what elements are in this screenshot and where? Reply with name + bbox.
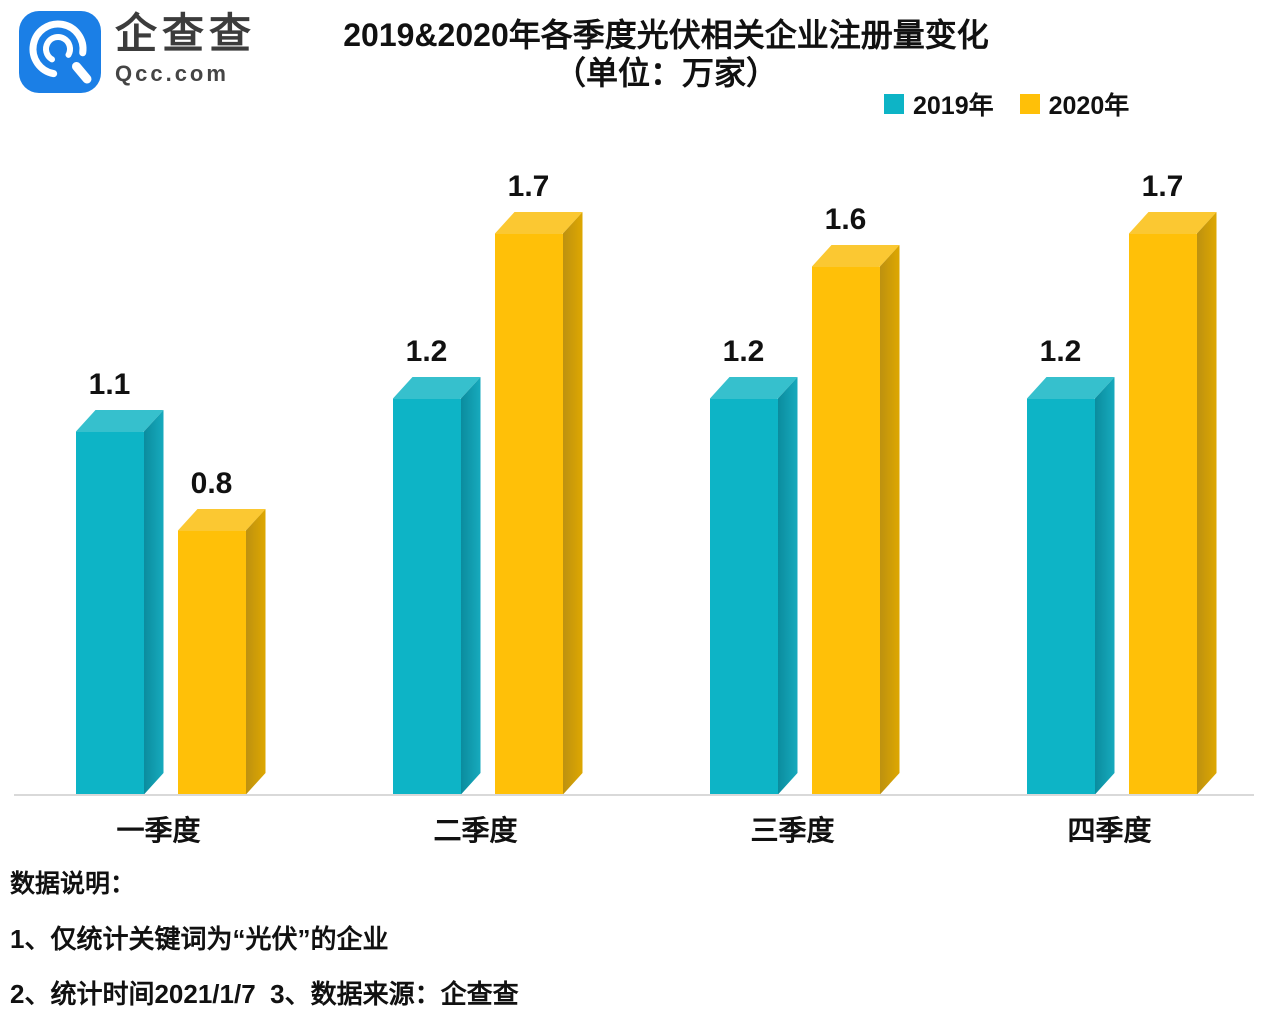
x-axis: 一季度 二季度 三季度 四季度 bbox=[0, 809, 1268, 849]
bar-value-label: 1.6 bbox=[824, 203, 867, 236]
bar-value-label: 0.8 bbox=[190, 467, 233, 500]
bar-top-face bbox=[811, 245, 900, 267]
bar-value-label: 1.2 bbox=[1039, 335, 1082, 368]
bar-top-face bbox=[1026, 377, 1115, 399]
footnotes: 数据说明： 1、仅统计关键词为“光伏”的企业 2、统计时间2021/1/7 3、… bbox=[10, 864, 519, 1029]
qcc-logo: 企查查 Qcc.com bbox=[18, 10, 256, 94]
category-slot-3: 1.2 1.6 bbox=[634, 140, 951, 795]
footnote-1: 1、仅统计关键词为“光伏”的企业 bbox=[10, 924, 389, 954]
bar-top-face bbox=[392, 377, 481, 399]
bar-group: 1.2 1.6 bbox=[709, 203, 900, 795]
bar-front-face bbox=[1026, 399, 1095, 795]
bar-group: 1.2 1.7 bbox=[392, 170, 583, 795]
bar-2020年-一季度: 0.8 bbox=[177, 467, 266, 795]
bar-2020年-三季度: 1.6 bbox=[811, 203, 900, 795]
x-axis-line bbox=[14, 794, 1254, 796]
chart-title-block: 2019&2020年各季度光伏相关企业注册量变化 （单位：万家） bbox=[0, 16, 1268, 93]
bar-side-face bbox=[563, 212, 583, 795]
footnote-heading: 数据说明： bbox=[10, 870, 136, 898]
chart-title: 2019&2020年各季度光伏相关企业注册量变化 bbox=[343, 17, 989, 53]
bar-front-face bbox=[709, 399, 778, 795]
logo-name: 企查查 bbox=[115, 10, 257, 57]
bar-front-face bbox=[392, 399, 461, 795]
bar-2019年-二季度: 1.2 bbox=[392, 335, 481, 795]
bar-side-face bbox=[880, 245, 900, 795]
x-axis-label-3: 三季度 bbox=[750, 815, 835, 846]
bar-top-face bbox=[75, 410, 164, 432]
x-axis-label-4: 四季度 bbox=[1067, 815, 1152, 846]
legend-label-2019: 2019年 bbox=[913, 92, 994, 120]
category-slot-2: 1.2 1.7 bbox=[317, 140, 634, 795]
bar-front-face bbox=[177, 531, 246, 795]
category-slot-4: 1.2 1.7 bbox=[951, 140, 1268, 795]
bar-side-face bbox=[461, 377, 481, 795]
bar-side-face bbox=[1095, 377, 1115, 795]
chart-subtitle: （单位：万家） bbox=[553, 55, 778, 92]
logo-domain: Qcc.com bbox=[115, 61, 229, 87]
logo-text: 企查查 Qcc.com bbox=[115, 10, 256, 87]
bar-top-face bbox=[1128, 212, 1217, 234]
bar-2019年-三季度: 1.2 bbox=[709, 335, 798, 795]
x-axis-label-1: 一季度 bbox=[116, 815, 201, 846]
plot-area: 1.1 0.8 1.2 1.7 1.2 1.6 1.2 1.7 bbox=[0, 140, 1268, 795]
bar-top-face bbox=[494, 212, 583, 234]
bar-front-face bbox=[494, 234, 563, 795]
legend-item-2020: 2020年 bbox=[1019, 86, 1130, 122]
bar-side-face bbox=[1197, 212, 1217, 795]
legend: 2019年 2020年 bbox=[884, 86, 1129, 122]
bar-value-label: 1.7 bbox=[1141, 170, 1184, 203]
qcc-magnifier-icon bbox=[19, 11, 101, 93]
legend-swatch-2020 bbox=[1019, 94, 1040, 114]
bar-2020年-四季度: 1.7 bbox=[1128, 170, 1217, 795]
bar-front-face bbox=[75, 432, 144, 795]
bar-group: 1.1 0.8 bbox=[75, 368, 266, 795]
x-axis-label-2: 二季度 bbox=[433, 815, 518, 846]
bar-value-label: 1.1 bbox=[88, 368, 131, 401]
footnote-2: 2、统计时间2021/1/7 3、数据来源：企查查 bbox=[10, 979, 519, 1009]
legend-label-2020: 2020年 bbox=[1048, 92, 1130, 120]
bar-value-label: 1.7 bbox=[507, 170, 550, 203]
bar-value-label: 1.2 bbox=[405, 335, 448, 368]
bar-2019年-一季度: 1.1 bbox=[75, 368, 164, 795]
bar-value-label: 1.2 bbox=[722, 335, 765, 368]
legend-swatch-2019 bbox=[884, 94, 904, 114]
bar-side-face bbox=[246, 509, 266, 795]
category-slot-1: 1.1 0.8 bbox=[0, 140, 317, 795]
bar-2019年-四季度: 1.2 bbox=[1026, 335, 1115, 795]
legend-item-2019: 2019年 bbox=[884, 86, 994, 122]
bar-side-face bbox=[144, 410, 164, 795]
bar-group: 1.2 1.7 bbox=[1026, 170, 1217, 795]
bar-front-face bbox=[811, 267, 880, 795]
bar-top-face bbox=[177, 509, 266, 531]
infographic-root: 企查查 Qcc.com 2019&2020年各季度光伏相关企业注册量变化 （单位… bbox=[0, 10, 1268, 1009]
bar-side-face bbox=[778, 377, 798, 795]
bar-front-face bbox=[1128, 234, 1197, 795]
bar-top-face bbox=[709, 377, 798, 399]
bar-2020年-二季度: 1.7 bbox=[494, 170, 583, 795]
